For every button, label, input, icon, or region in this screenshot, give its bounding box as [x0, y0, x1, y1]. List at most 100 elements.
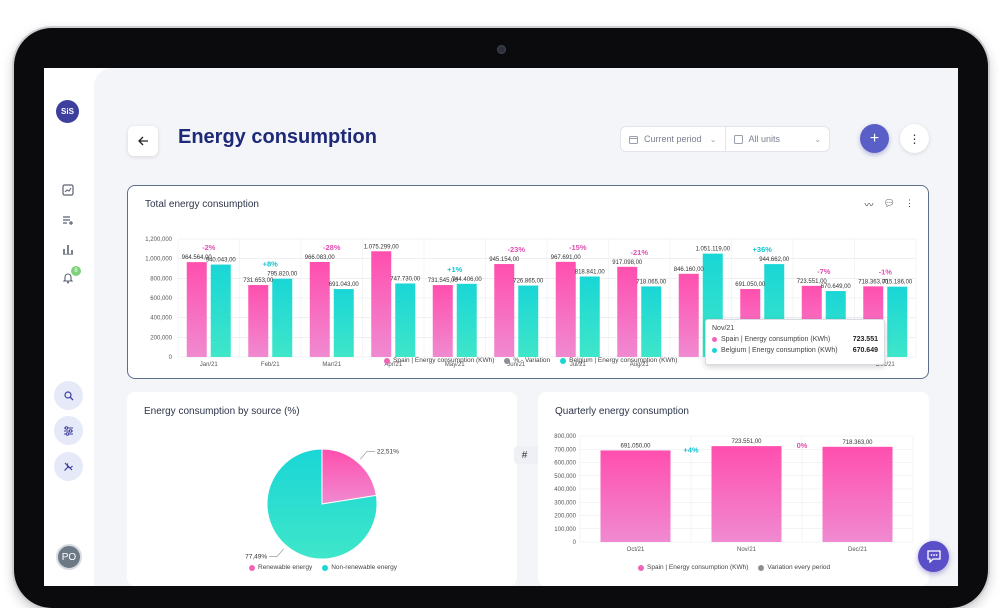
trend-icon[interactable]: 〰	[864, 200, 874, 210]
legend-item-belgium[interactable]: Belgium | Energy consumption (KWh)	[560, 357, 677, 364]
back-button[interactable]	[128, 126, 158, 156]
data-label: 718.363,00	[842, 440, 873, 446]
pie-slice	[266, 448, 378, 560]
user-avatar[interactable]: PO	[56, 544, 82, 570]
bar-chart-icon[interactable]	[59, 240, 77, 258]
pie-slice	[321, 448, 377, 505]
y-tick-label: 200,000	[554, 514, 576, 520]
bar-spain	[371, 251, 392, 357]
filters-button[interactable]	[54, 416, 83, 445]
x-tick-label: May/21	[445, 362, 465, 368]
x-tick-label: Feb/21	[261, 362, 280, 368]
units-filter-label: All units	[748, 134, 781, 144]
bell-icon[interactable]	[59, 269, 77, 287]
data-label: 691.050,00	[620, 443, 651, 449]
data-label: 718.363,00	[858, 279, 889, 285]
quarterly-chart: 0 100,000 200,000 300,000 400,000 500,000 600,…	[554, 434, 914, 553]
x-tick-label: Apr/21	[384, 362, 402, 368]
more-options-button[interactable]: ⋮	[900, 124, 929, 153]
chart-legend: Spain | Energy consumption (KWh) % - Var…	[384, 357, 677, 364]
source-consumption-card: Energy consumption by source (%) 22,51% 7…	[127, 392, 517, 586]
bar-belgium	[456, 283, 477, 357]
data-label: 691.043,00	[329, 282, 360, 288]
bar-spain	[711, 446, 782, 542]
y-tick-label: 100,000	[554, 527, 576, 533]
card-toolbar: 〰 💬︎ ⋮	[865, 198, 914, 211]
add-list-icon[interactable]	[59, 211, 77, 229]
period-filter-label: Current period	[644, 134, 702, 144]
data-label: 1.075.299,00	[364, 244, 400, 250]
y-tick-label: 0	[573, 540, 577, 546]
x-tick-label: Aug/21	[630, 362, 650, 368]
tooltip-row: Belgium | Energy consumption (KWh) 670.64…	[712, 347, 878, 354]
variation-label: -1%	[879, 267, 893, 276]
count-toggle[interactable]: #	[521, 449, 528, 461]
legend-item-variation[interactable]: % - Variation	[504, 357, 550, 364]
search-button[interactable]	[54, 381, 83, 410]
legend-item-spain[interactable]: Spain | Energy consumption (KWh)	[384, 357, 494, 364]
tooltip-title: Nov/21	[712, 325, 735, 332]
calendar-icon	[629, 135, 638, 144]
x-tick-label: Nov/21	[737, 547, 757, 553]
data-label: 944.662,00	[759, 257, 790, 263]
variation-label: -7%	[817, 267, 831, 276]
quarterly-legend: Spain | Energy consumption (KWh) Variati…	[638, 564, 830, 571]
bar-belgium	[579, 276, 600, 357]
app-logo[interactable]: SiS	[56, 100, 79, 123]
legend-item-variation[interactable]: Variation every period	[758, 564, 830, 571]
checkbox-icon	[733, 134, 743, 144]
slice-leader-line	[269, 548, 284, 557]
add-button[interactable]: +	[860, 124, 889, 153]
variation-label: 0%	[797, 441, 808, 450]
data-label: 795.820,00	[267, 272, 298, 278]
chat-button[interactable]	[918, 541, 949, 572]
tools-button[interactable]	[54, 452, 83, 481]
bar-spain	[432, 285, 453, 357]
variation-label: -2%	[202, 243, 216, 252]
legend-item-non-renewable[interactable]: Non-renewable energy	[322, 564, 397, 571]
bar-belgium	[395, 283, 416, 357]
data-label: 967.691,00	[551, 255, 582, 261]
y-tick-label: 1,200,000	[145, 237, 172, 243]
x-tick-label: Dec/21	[848, 547, 868, 553]
search-icon	[63, 390, 73, 400]
bar-belgium	[333, 289, 354, 357]
variation-label: -28%	[323, 243, 341, 252]
kebab-icon[interactable]: ⋮	[905, 198, 914, 208]
slice-label: 77,49%	[245, 553, 267, 560]
tools-icon	[64, 462, 73, 471]
y-tick-label: 800,000	[150, 276, 172, 282]
variation-label: +36%	[753, 245, 773, 254]
x-tick-label: Jul/21	[570, 362, 587, 368]
x-tick-label: Dec/21	[876, 362, 896, 368]
dashboard-icon[interactable]	[59, 181, 77, 199]
arrow-left-icon	[137, 136, 148, 146]
plus-icon: +	[869, 129, 880, 147]
data-label: 723.551,00	[797, 279, 828, 285]
y-tick-label: 400,000	[554, 487, 576, 493]
variation-label: +1%	[447, 265, 463, 274]
y-tick-label: 600,000	[150, 296, 172, 302]
x-tick-label: Oct/21	[627, 547, 645, 553]
comment-icon[interactable]: 💬︎	[883, 198, 895, 208]
bar-spain	[617, 266, 638, 357]
chat-icon	[926, 550, 941, 563]
period-filter[interactable]: Current period ⌄	[621, 127, 725, 151]
y-tick-label: 700,000	[554, 447, 576, 453]
data-label: 718.065,00	[636, 279, 667, 285]
source-pie-chart: 22,51% 77,49%	[245, 448, 399, 560]
bar-spain	[494, 264, 515, 357]
bar-belgium	[641, 286, 662, 357]
bar-belgium	[518, 285, 539, 357]
main-content: Energy consumption Current period ⌄ All …	[94, 68, 958, 586]
x-tick-label: Jun/21	[507, 362, 526, 368]
data-label: 670.649,00	[821, 284, 852, 290]
quarterly-consumption-card: Quarterly energy consumption 0 100,000 200…	[538, 392, 929, 586]
card-title: Quarterly energy consumption	[555, 406, 689, 417]
legend-item-renewable[interactable]: Renewable energy	[249, 564, 312, 571]
card-title: Energy consumption by source (%)	[144, 406, 300, 417]
legend-item-spain[interactable]: Spain | Energy consumption (KWh)	[638, 564, 748, 571]
variation-label: -15%	[569, 243, 587, 252]
data-label: 1.051.119,00	[695, 247, 730, 253]
units-filter[interactable]: All units ⌄	[724, 127, 830, 151]
